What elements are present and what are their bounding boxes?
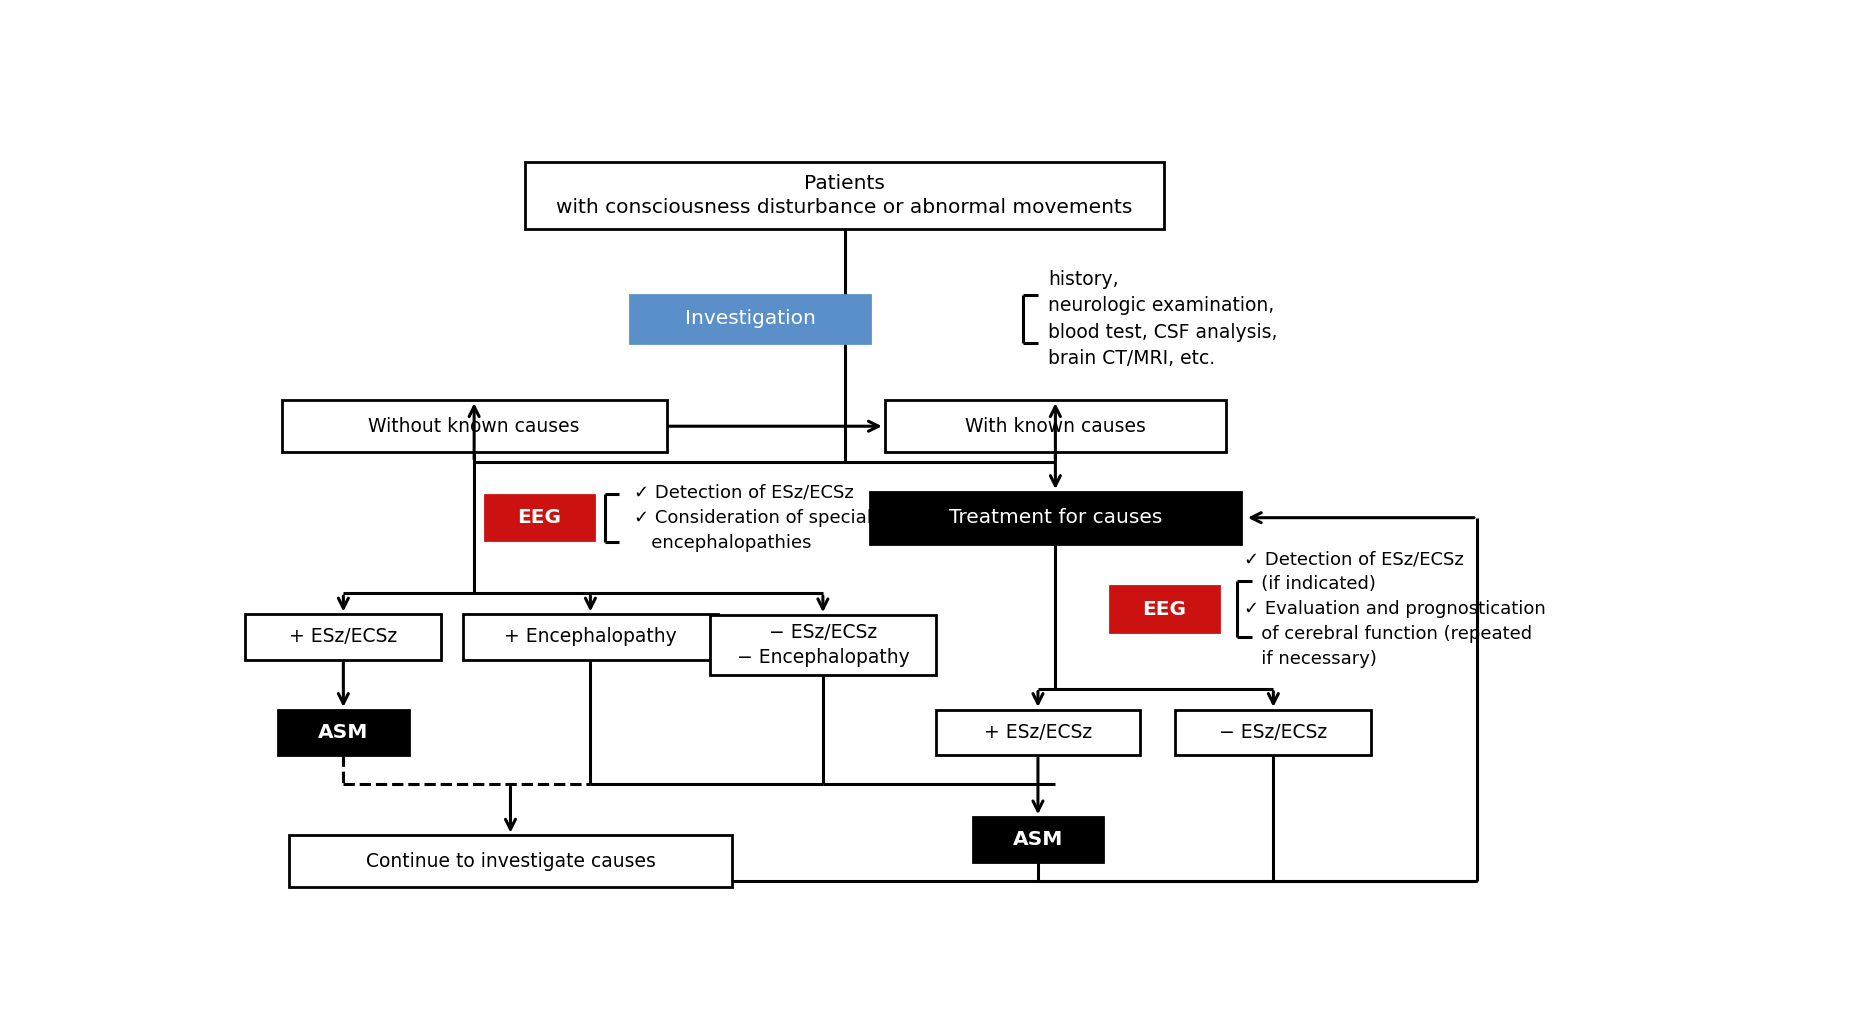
FancyBboxPatch shape — [463, 615, 718, 660]
FancyBboxPatch shape — [936, 710, 1140, 755]
Text: + ESz/ECSz: + ESz/ECSz — [289, 627, 398, 647]
FancyBboxPatch shape — [486, 495, 594, 540]
FancyBboxPatch shape — [289, 836, 731, 887]
Text: Investigation: Investigation — [684, 309, 816, 328]
Text: + ESz/ECSz: + ESz/ECSz — [984, 723, 1091, 742]
Text: + Encephalopathy: + Encephalopathy — [504, 627, 677, 647]
Text: Continue to investigate causes: Continue to investigate causes — [366, 852, 656, 871]
FancyBboxPatch shape — [711, 615, 936, 675]
FancyBboxPatch shape — [281, 401, 668, 452]
Text: − ESz/ECSz
− Encephalopathy: − ESz/ECSz − Encephalopathy — [737, 623, 909, 666]
FancyBboxPatch shape — [1110, 587, 1219, 632]
Text: Patients
with consciousness disturbance or abnormal movements: Patients with consciousness disturbance … — [557, 174, 1132, 217]
Text: ASM: ASM — [319, 723, 369, 742]
Text: ASM: ASM — [1013, 831, 1063, 849]
Text: ✓ Detection of ESz/ECSz
   (if indicated)
✓ Evaluation and prognostication
   of: ✓ Detection of ESz/ECSz (if indicated) ✓… — [1245, 551, 1547, 668]
FancyBboxPatch shape — [630, 295, 870, 343]
FancyBboxPatch shape — [246, 615, 441, 660]
FancyBboxPatch shape — [870, 492, 1241, 543]
FancyBboxPatch shape — [1176, 710, 1371, 755]
Text: With known causes: With known causes — [966, 416, 1146, 436]
FancyBboxPatch shape — [885, 401, 1226, 452]
FancyBboxPatch shape — [525, 162, 1164, 229]
Text: EEG: EEG — [1142, 600, 1187, 619]
Text: Treatment for causes: Treatment for causes — [949, 508, 1162, 527]
Text: ✓ Detection of ESz/ECSz
✓ Consideration of special
   encephalopathies: ✓ Detection of ESz/ECSz ✓ Consideration … — [634, 483, 872, 552]
Text: − ESz/ECSz: − ESz/ECSz — [1219, 723, 1328, 742]
FancyBboxPatch shape — [278, 710, 409, 755]
Text: history,
neurologic examination,
blood test, CSF analysis,
brain CT/MRI, etc.: history, neurologic examination, blood t… — [1048, 270, 1277, 368]
FancyBboxPatch shape — [973, 817, 1102, 863]
Text: EEG: EEG — [518, 508, 561, 527]
Text: Without known causes: Without known causes — [368, 416, 579, 436]
